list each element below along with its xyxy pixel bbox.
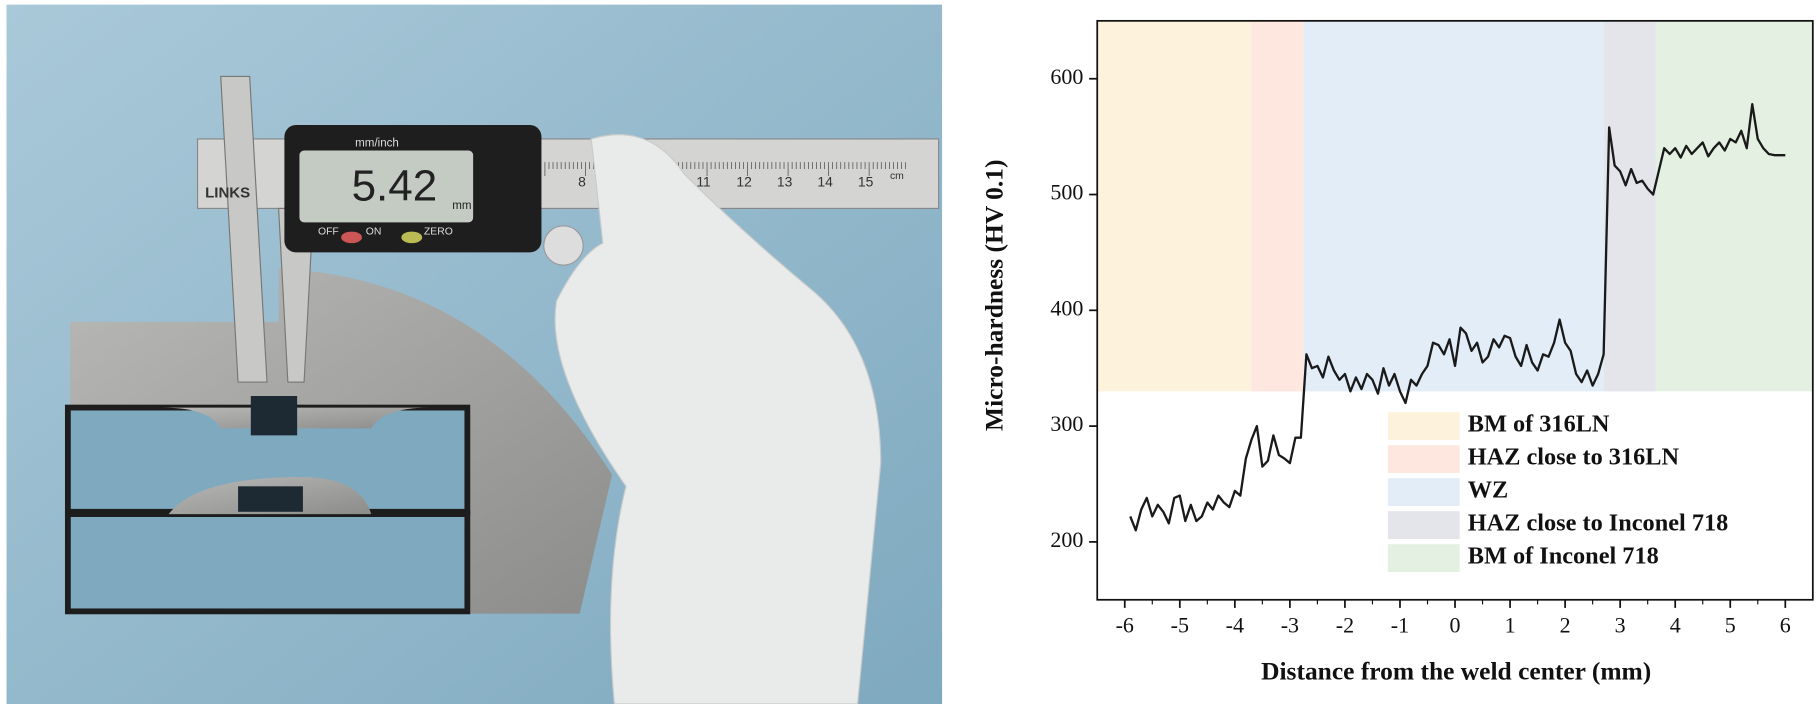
x-tick-label: 3 <box>1615 613 1626 638</box>
legend-label: HAZ close to 316LN <box>1468 444 1680 471</box>
cutout <box>68 514 467 611</box>
legend-label: HAZ close to Inconel 718 <box>1468 510 1729 537</box>
region-band <box>1656 21 1813 392</box>
region-band <box>1304 21 1604 392</box>
ruler-unit: cm <box>890 171 904 182</box>
photo: mm/inch 5.42 mm OFF ON ZERO LINKS 891011… <box>7 5 943 704</box>
x-tick-label: 5 <box>1725 613 1736 638</box>
reading-unit: mm <box>452 200 471 212</box>
legend-label: WZ <box>1468 477 1509 504</box>
x-tick-label: -4 <box>1226 613 1244 638</box>
x-axis-label: Distance from the weld center (mm) <box>1261 657 1651 686</box>
x-tick-label: -3 <box>1281 613 1299 638</box>
legend-label: BM of Inconel 718 <box>1468 543 1659 570</box>
x-tick-label: 6 <box>1780 613 1791 638</box>
specimen-neck <box>251 396 297 435</box>
button-label: ZERO <box>424 226 453 237</box>
ruler-number: 8 <box>578 174 586 190</box>
legend-swatch <box>1388 478 1460 506</box>
ruler-number: 14 <box>817 174 833 190</box>
x-tick-label: 2 <box>1560 613 1571 638</box>
legend-swatch <box>1388 445 1460 473</box>
x-tick-label: -5 <box>1171 613 1189 638</box>
ruler-number: 12 <box>736 174 752 190</box>
x-tick-label: -2 <box>1336 613 1354 638</box>
region-band <box>1251 21 1303 392</box>
legend-swatch <box>1388 412 1460 440</box>
ruler-number: 13 <box>777 174 793 190</box>
x-tick-label: -6 <box>1116 613 1134 638</box>
figure: mm/inch 5.42 mm OFF ON ZERO LINKS 891011… <box>0 0 1817 704</box>
x-tick-label: -1 <box>1391 613 1409 638</box>
y-tick-label: 200 <box>1050 527 1083 552</box>
button <box>341 232 362 244</box>
x-tick-label: 0 <box>1450 613 1461 638</box>
x-tick-label: 1 <box>1505 613 1516 638</box>
mode-label: mm/inch <box>355 138 399 150</box>
region-band <box>1604 21 1656 392</box>
button-label: ON <box>366 226 382 237</box>
y-tick-label: 300 <box>1050 411 1083 436</box>
region-band <box>1097 21 1251 392</box>
ruler-number: 15 <box>858 174 874 190</box>
specimen-neck <box>238 486 303 511</box>
button-label: OFF <box>318 226 339 237</box>
legend-swatch <box>1388 544 1460 572</box>
chart: Distance from the weld center (mm) Micro… <box>979 21 1812 686</box>
y-tick-label: 400 <box>1050 295 1083 320</box>
y-tick-label: 600 <box>1050 64 1083 89</box>
thumb-wheel <box>544 226 583 265</box>
y-axis-label: Micro-hardness (HV 0.1) <box>979 160 1008 431</box>
reading: 5.42 <box>352 161 438 210</box>
x-tick-label: 4 <box>1670 613 1681 638</box>
legend-label: BM of 316LN <box>1468 411 1610 438</box>
ruler-number: 11 <box>696 174 711 190</box>
y-tick-label: 500 <box>1050 180 1083 205</box>
brand: LINKS <box>205 184 250 201</box>
button <box>401 232 422 244</box>
legend-swatch <box>1388 511 1460 539</box>
